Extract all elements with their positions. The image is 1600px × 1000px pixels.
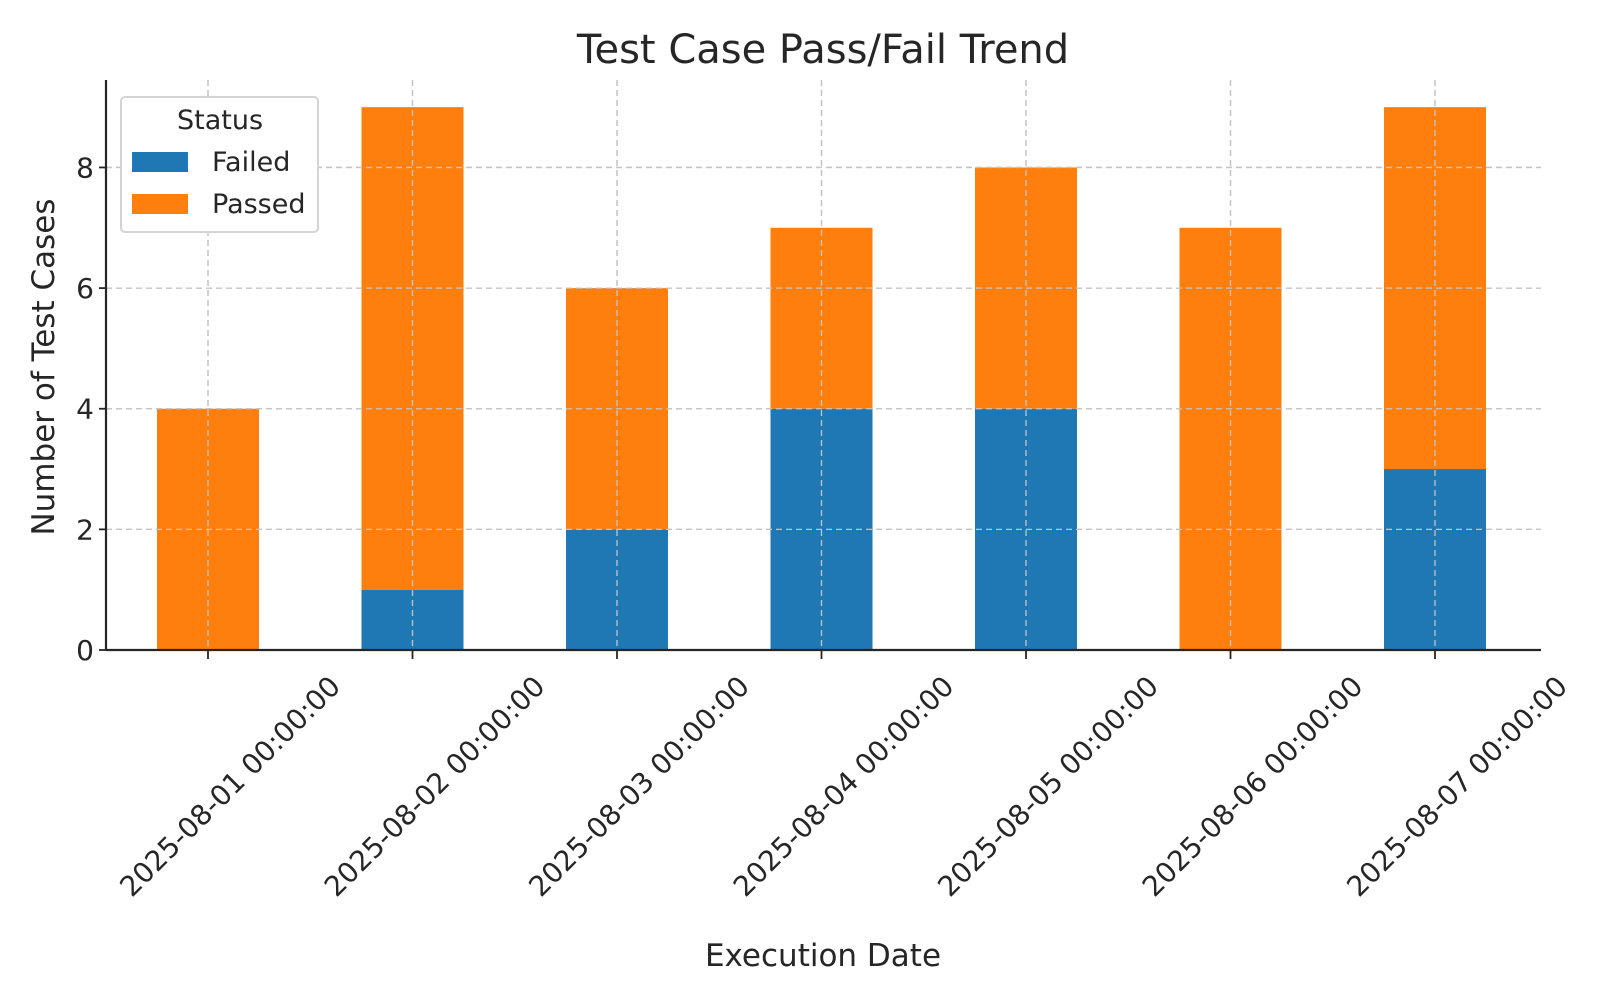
bar-failed-2: [361, 589, 464, 650]
bar-passed-4: [770, 227, 873, 409]
bars: [106, 80, 1541, 650]
chart-title: Test Case Pass/Fail Trend: [576, 27, 1069, 73]
x-tick-label: 2025-08-02 00:00:00: [318, 670, 552, 904]
x-tick-label: 2025-08-06 00:00:00: [1136, 670, 1370, 904]
legend-label-failed: Failed: [212, 147, 290, 178]
legend: Status Failed Passed: [120, 96, 319, 233]
y-ticks: 0 2 4 6 8: [76, 151, 106, 667]
x-tick-label: 2025-08-03 00:00:00: [522, 670, 756, 904]
x-tick-label: 2025-08-05 00:00:00: [931, 670, 1165, 904]
x-tick-label: 2025-08-07 00:00:00: [1340, 670, 1574, 904]
y-tick-label: 4: [76, 393, 94, 426]
y-tick-label: 2: [76, 513, 94, 546]
legend-swatch-failed: [132, 152, 188, 172]
x-tick-label: 2025-08-04 00:00:00: [727, 670, 961, 904]
axes: [104, 80, 1541, 652]
bar-failed-3: [566, 529, 668, 650]
bar-passed-6: [1179, 227, 1282, 650]
x-axis-label: Execution Date: [705, 938, 941, 974]
legend-title: Status: [177, 105, 263, 136]
y-tick-label: 0: [76, 634, 94, 667]
y-tick-label: 8: [76, 151, 94, 184]
y-axis-label: Number of Test Cases: [26, 198, 62, 535]
bar-failed-7: [1384, 469, 1486, 650]
legend-label-passed: Passed: [212, 189, 306, 220]
y-tick-label: 6: [76, 272, 94, 305]
legend-swatch-passed: [132, 194, 188, 214]
x-tick-label: 2025-08-01 00:00:00: [113, 670, 347, 904]
bar-passed-2: [361, 107, 464, 590]
